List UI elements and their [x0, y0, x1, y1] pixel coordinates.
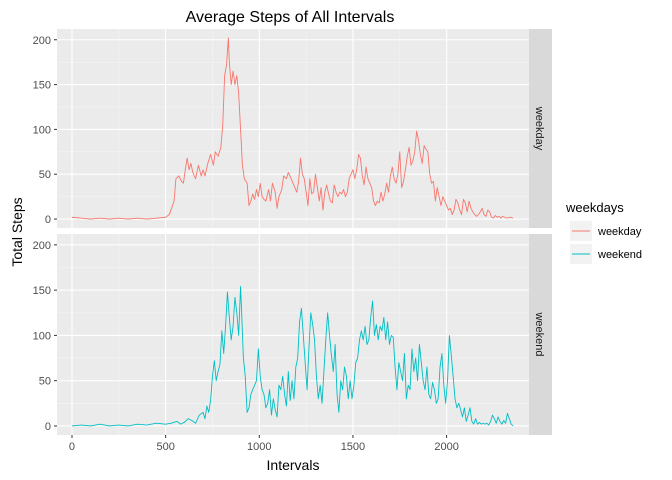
grid-weekday [57, 29, 529, 228]
x-tick-label: 500 [156, 441, 174, 453]
y-axis-title: Total Steps [9, 197, 25, 266]
legend: weekdays weekday weekend [565, 200, 642, 264]
y-tick-label: 50 [39, 376, 51, 388]
strip-label-weekday: weekday [533, 106, 545, 151]
y-tick-label: 200 [33, 240, 51, 252]
y-tick-label: 0 [45, 214, 51, 226]
y-tick-label: 150 [33, 80, 51, 92]
y-tick-label: 0 [45, 421, 51, 433]
grid-weekend [57, 234, 529, 435]
y-tick-label: 100 [33, 124, 51, 136]
y-tick-label: 50 [39, 169, 51, 181]
x-tick-label: 2000 [434, 441, 458, 453]
legend-label-weekday: weekday [597, 226, 642, 238]
y-tick-label: 150 [33, 285, 51, 297]
x-tick-label: 0 [69, 441, 75, 453]
x-tick-label: 1500 [341, 441, 365, 453]
chart-title: Average Steps of All Intervals [186, 9, 395, 26]
y-tick-label: 100 [33, 330, 51, 342]
legend-label-weekend: weekend [597, 249, 642, 261]
x-tick-label: 1000 [247, 441, 271, 453]
strip-weekend [529, 234, 552, 435]
series-lines [71, 37, 514, 427]
legend-title: weekdays [565, 200, 624, 215]
y-tick-label: 200 [33, 35, 51, 47]
panel-weekday [57, 29, 529, 228]
series-line-weekday [71, 37, 514, 220]
strip-weekday [529, 29, 552, 228]
x-axis-title: Intervals [267, 457, 320, 473]
series-line-weekend [71, 286, 514, 427]
strip-label-weekend: weekend [533, 311, 545, 356]
